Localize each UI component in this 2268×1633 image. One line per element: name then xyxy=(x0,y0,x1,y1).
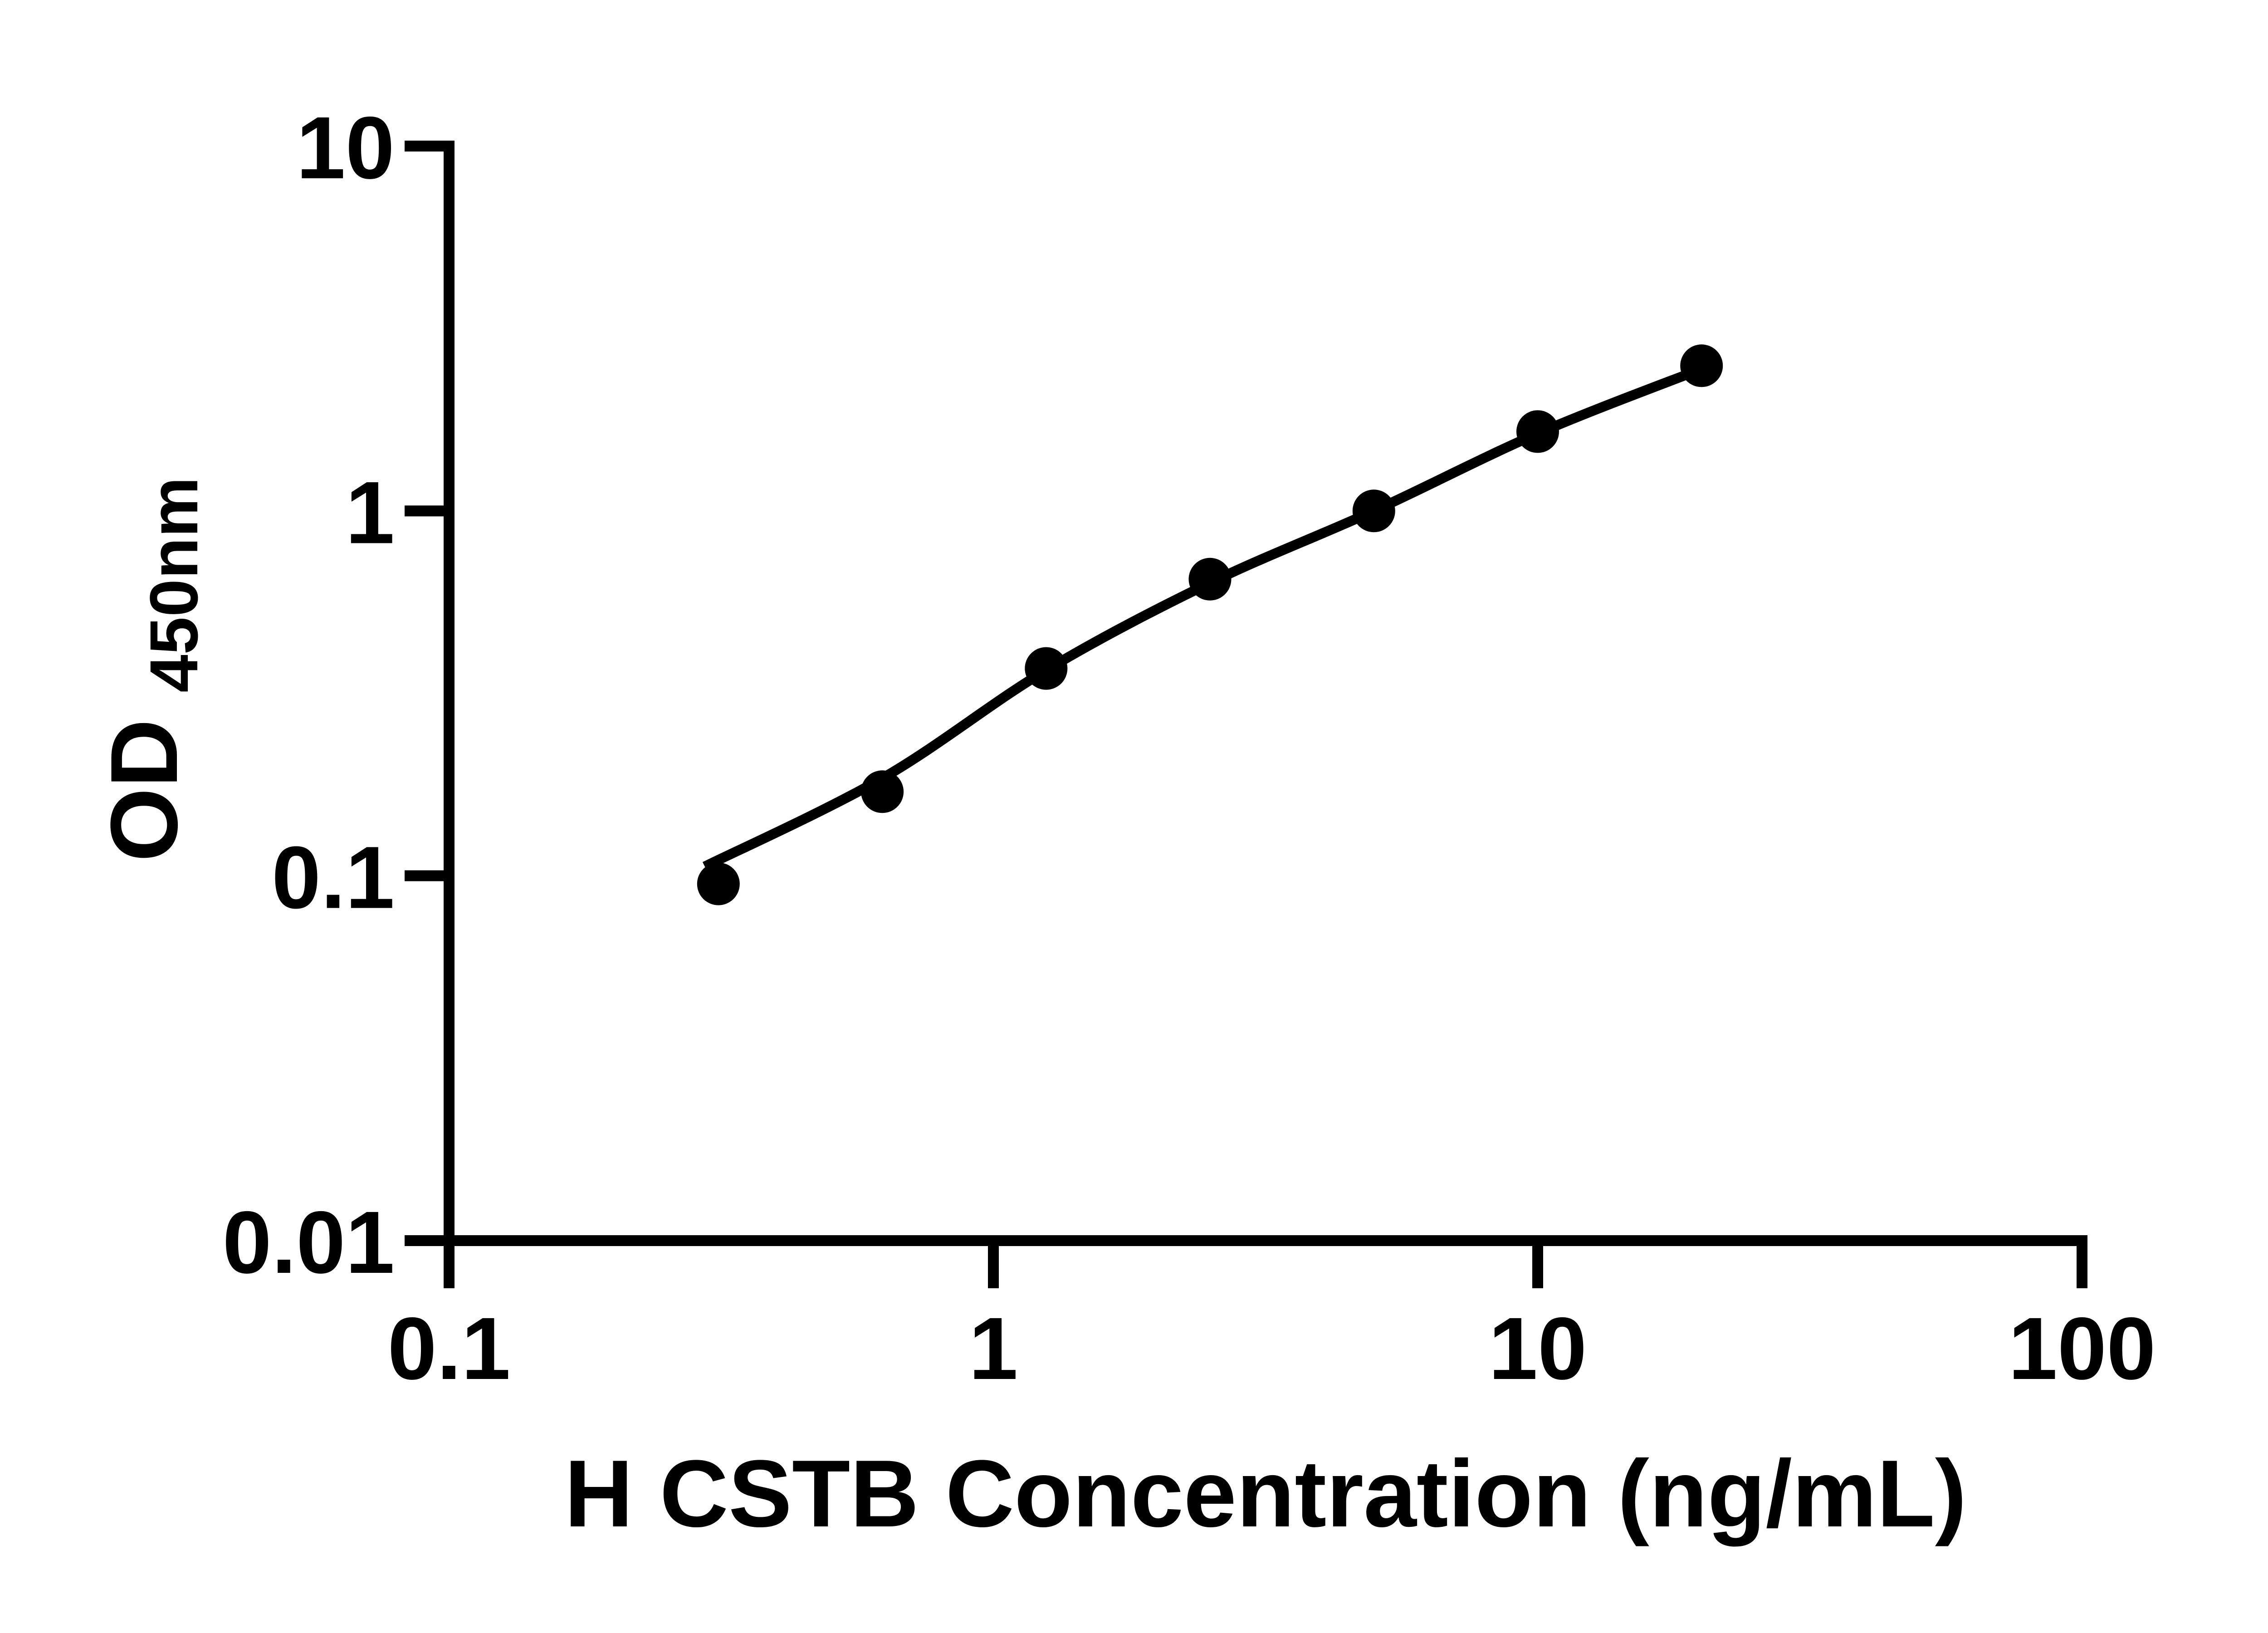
x-tick-label: 100 xyxy=(2008,1299,2156,1398)
y-tick-label: 0.1 xyxy=(272,828,395,927)
data-point xyxy=(861,770,904,813)
y-tick-label: 1 xyxy=(346,463,395,562)
x-tick-label: 0.1 xyxy=(387,1299,510,1398)
data-point xyxy=(1188,557,1232,601)
x-tick-label: 1 xyxy=(969,1299,1018,1398)
axes xyxy=(444,141,2087,1246)
data-points xyxy=(697,344,1723,905)
data-point xyxy=(1516,410,1559,453)
axis-ticks xyxy=(405,141,2087,1288)
data-point xyxy=(1680,344,1723,387)
y-tick-label: 10 xyxy=(296,98,395,197)
x-tick-label: 10 xyxy=(1489,1299,1587,1398)
data-point xyxy=(1352,489,1395,533)
data-point xyxy=(697,862,740,905)
y-axis-title-subscript: 450nm xyxy=(136,477,212,692)
data-point xyxy=(1025,647,1068,690)
y-axis-title: OD 450nm xyxy=(91,477,212,862)
y-tick-label: 0.01 xyxy=(222,1193,395,1292)
y-axis-title-main: OD xyxy=(91,719,197,862)
x-axis-title: H CSTB Concentration (ng/mL) xyxy=(564,1440,1966,1547)
